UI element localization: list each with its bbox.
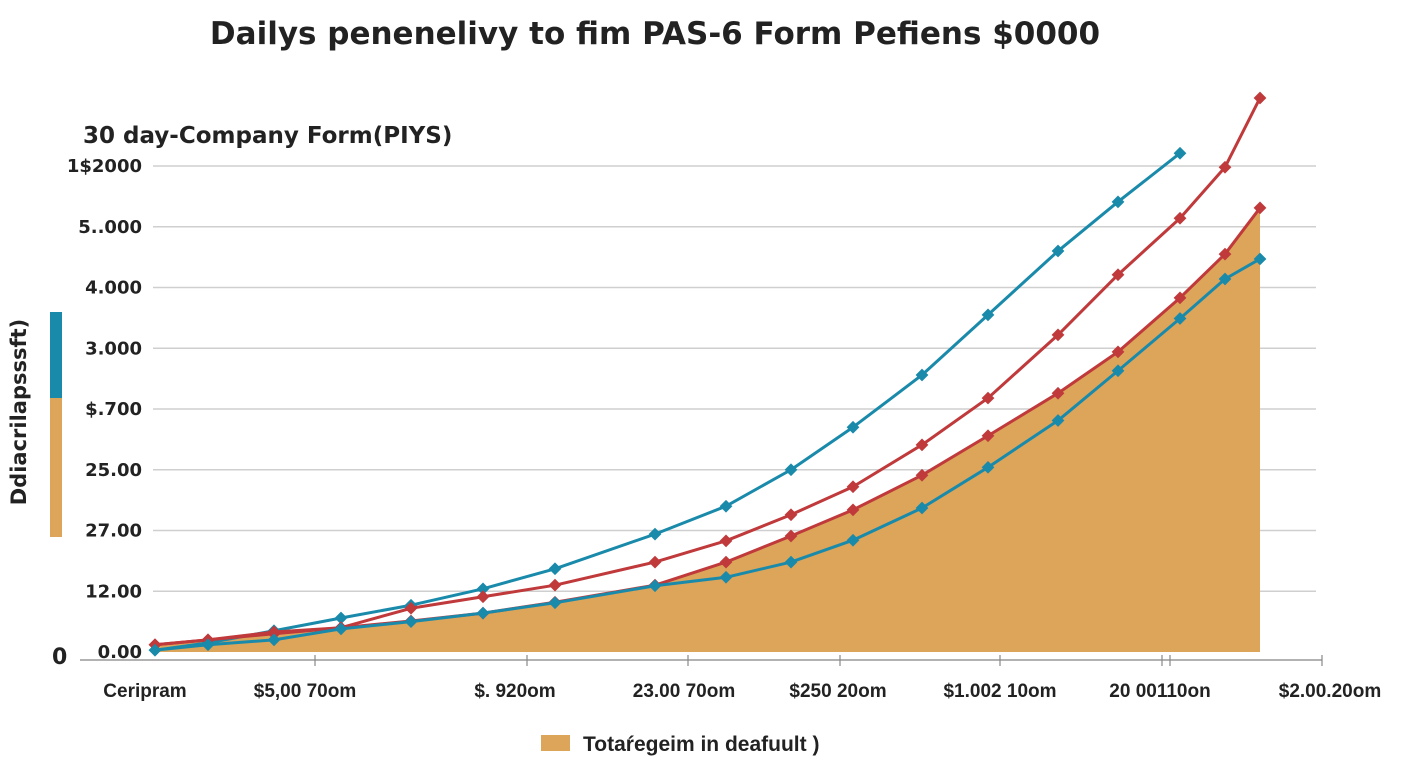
y-tick-label: 25.00: [85, 460, 142, 481]
legend: Totaŕegeim in deafuult ): [541, 733, 819, 756]
y-tick-label: $.700: [85, 399, 142, 420]
data-point-marker: [476, 590, 490, 604]
data-point-marker: [648, 527, 662, 541]
chart-subtitle: 30 day-Company Form(PIYS): [83, 123, 452, 149]
data-point-marker: [719, 534, 733, 548]
y-tick-label: 3.000: [85, 338, 142, 359]
data-point-marker: [548, 562, 562, 576]
y-origin-label: 0: [52, 645, 67, 670]
x-tick-label: Ceripram: [103, 681, 186, 702]
y-axis-label: Ddiacrilapsssft): [7, 319, 31, 506]
series-line-1: [154, 152, 1181, 652]
x-tick-label: 20 00110on: [1109, 681, 1210, 702]
y-tick-label: 1$2000: [67, 156, 142, 177]
data-point-marker: [719, 499, 733, 513]
chart-title: Dailys penenelivy to fim PAS-6 Form Pefi…: [210, 16, 1100, 52]
data-point-marker: [1253, 91, 1267, 105]
x-tick-label: $. 920om: [474, 681, 555, 702]
x-tick-label: $250 20om: [789, 681, 886, 702]
y-tick-label: 4.000: [85, 278, 142, 299]
y-tick-label: 27.00: [85, 521, 142, 542]
x-tick-label: $5,00 70om: [254, 681, 356, 702]
y-tick-label: 0.00: [98, 642, 142, 663]
data-point-marker: [648, 555, 662, 569]
legend-label: Totaŕegeim in deafuult ): [583, 733, 819, 756]
x-tick-label: $1.002 10om: [943, 681, 1056, 702]
area-series: [155, 207, 1260, 653]
y-tick-label: 5..000: [78, 217, 142, 238]
series-line-4: [154, 257, 1261, 652]
series-line-3: [154, 207, 1262, 647]
y-tick-label: 12.00: [85, 581, 142, 602]
legend-swatch: [541, 735, 570, 751]
x-tick-label: $2.00.20om: [1279, 681, 1381, 702]
data-point-marker: [548, 578, 562, 592]
x-tick-label: 23.00 70om: [633, 681, 735, 702]
y-color-bar-teal: [50, 312, 62, 398]
data-point-marker: [784, 508, 798, 522]
y-color-bar-orange: [50, 398, 62, 537]
